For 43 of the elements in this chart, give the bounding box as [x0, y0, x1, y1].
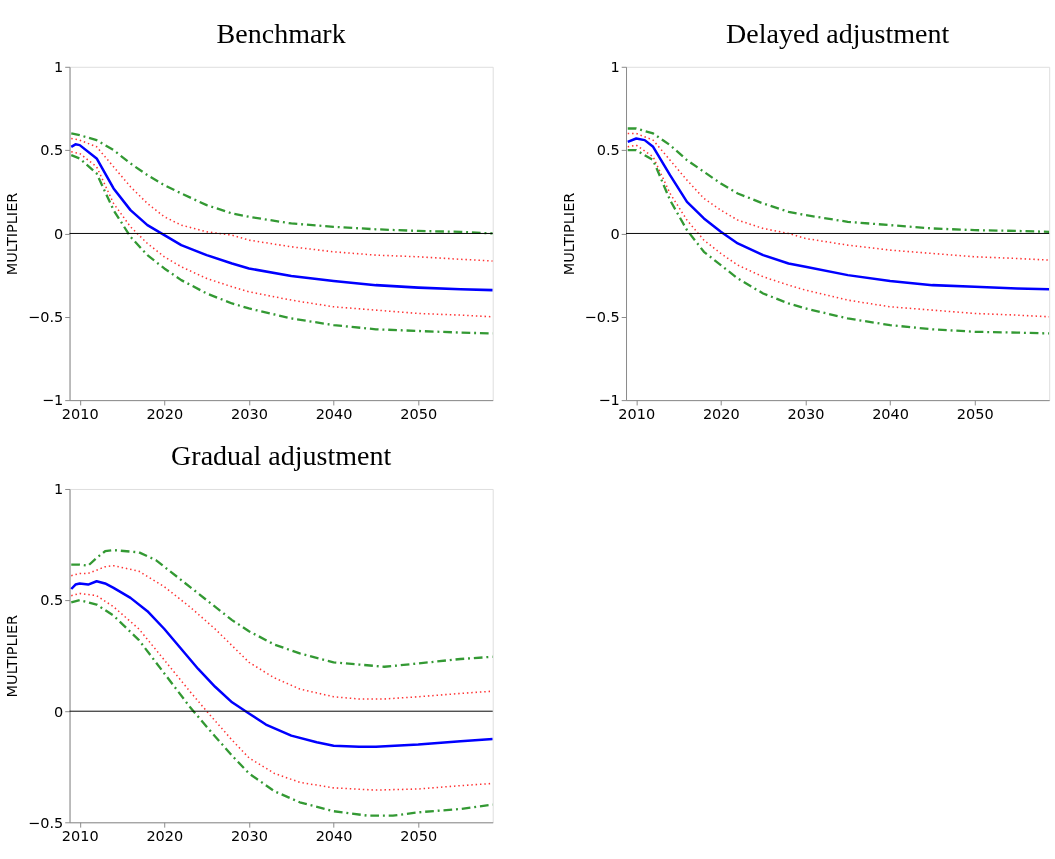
- x-tick-label: 2050: [400, 405, 438, 422]
- x-tick-label: 2020: [146, 828, 184, 845]
- y-tick-label: −1: [598, 392, 620, 409]
- y-axis-title: MULTIPLIER: [4, 614, 21, 698]
- line-series: [69, 143, 493, 292]
- x-tick-label: 2050: [956, 405, 994, 422]
- line-series: [69, 579, 493, 749]
- y-tick-label: 0: [610, 225, 620, 242]
- line-series: [626, 127, 1050, 233]
- x-tick-label: 2040: [872, 405, 910, 422]
- x-tick-label: 2030: [787, 405, 825, 422]
- y-tick-label: −0.5: [28, 309, 64, 326]
- chart-title: Gradual adjustment: [171, 439, 392, 471]
- y-tick-label: 0.5: [40, 592, 64, 609]
- x-tick-label: 2010: [61, 405, 99, 422]
- x-tick-label: 2020: [146, 405, 184, 422]
- y-axis-title: MULTIPLIER: [4, 192, 21, 276]
- y-tick-label: 0.5: [596, 142, 620, 159]
- line-series: [626, 132, 1050, 261]
- y-tick-label: 1: [610, 59, 620, 76]
- x-tick-label: 2030: [231, 828, 268, 845]
- y-tick-label: 0: [54, 703, 64, 720]
- chart-title: Delayed adjustment: [726, 17, 950, 49]
- y-tick-label: −1: [41, 392, 64, 409]
- line-series: [626, 137, 1050, 291]
- x-tick-label: 2010: [618, 405, 656, 422]
- y-tick-label: 0: [54, 225, 64, 242]
- y-tick-label: −0.5: [28, 814, 64, 831]
- line-series: [70, 137, 493, 262]
- x-tick-label: 2010: [61, 828, 99, 845]
- y-tick-label: −0.5: [584, 309, 620, 326]
- x-tick-label: 2020: [702, 405, 740, 422]
- chart-title: Benchmark: [216, 17, 346, 49]
- x-tick-label: 2030: [231, 405, 268, 422]
- y-tick-label: 1: [54, 481, 64, 498]
- y-axis-title: MULTIPLIER: [560, 192, 577, 276]
- x-tick-label: 2040: [315, 405, 353, 422]
- line-series: [70, 564, 493, 700]
- x-tick-label: 2040: [315, 828, 353, 845]
- y-tick-label: 0.5: [40, 142, 64, 159]
- x-tick-label: 2050: [400, 828, 438, 845]
- y-tick-label: 1: [54, 59, 64, 76]
- line-series: [70, 132, 493, 235]
